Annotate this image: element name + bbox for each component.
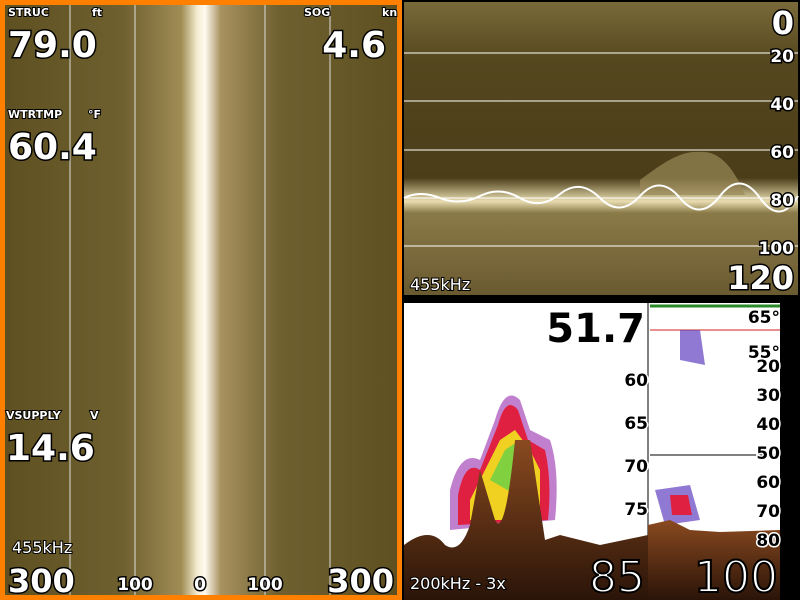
top-depth: 0 bbox=[772, 4, 794, 42]
range-left: 300 bbox=[8, 562, 75, 600]
depth-label: 80 bbox=[770, 191, 794, 211]
depth-bar bbox=[780, 303, 798, 600]
depth-label: 50 bbox=[756, 444, 780, 464]
readout-label: VSUPPLY bbox=[6, 409, 62, 422]
structure-echo bbox=[640, 151, 745, 195]
readout-unit: ft bbox=[92, 6, 102, 19]
depth-readout: 51.7 bbox=[546, 306, 645, 352]
readout-label: WTRTMP bbox=[8, 108, 62, 121]
side-scan-panel: STRUC ft 79.0 WTRTMP °F 60.4 VSUPPLY V 1… bbox=[0, 0, 402, 600]
depth-label: 80 bbox=[756, 531, 780, 551]
sog-value: 4.6 bbox=[322, 25, 386, 66]
sog-label: SOG bbox=[304, 6, 330, 19]
scale-label: 0 bbox=[194, 575, 206, 595]
temperature: 55° bbox=[748, 343, 780, 363]
depth-label: 20 bbox=[756, 357, 780, 377]
readout-value: 60.4 bbox=[8, 127, 97, 168]
depth-label: 40 bbox=[756, 415, 780, 435]
depth-label: 70 bbox=[756, 502, 780, 522]
side-scan-image bbox=[5, 5, 397, 595]
sonar-mode: 200kHz - 3x bbox=[410, 574, 506, 593]
scale-label: 100 bbox=[117, 575, 153, 595]
down-scan-panel: 0 20 40 60 80 100 455kHz 120 bbox=[403, 2, 799, 299]
scale-label: 100 bbox=[247, 575, 283, 595]
frequency: 455kHz bbox=[410, 275, 470, 294]
zoom-label: 70 bbox=[624, 457, 648, 477]
down-scan-image bbox=[404, 2, 798, 295]
range-right: 300 bbox=[327, 562, 394, 600]
readout-value: 14.6 bbox=[6, 428, 95, 469]
frequency: 455kHz bbox=[12, 538, 72, 557]
depth-label: 40 bbox=[770, 95, 794, 115]
range: 100 bbox=[694, 552, 778, 600]
sonar-panel: 51.7 60 65 70 75 65° 55° 20 30 40 50 60 … bbox=[404, 303, 798, 600]
depth-label: 60 bbox=[756, 473, 780, 493]
depth-label: 100 bbox=[759, 239, 795, 259]
bottom bbox=[648, 520, 780, 600]
temperature: 65° bbox=[748, 308, 780, 328]
bottom bbox=[404, 440, 648, 600]
sog-unit: kn bbox=[382, 6, 397, 19]
readout-unit: °F bbox=[88, 108, 101, 121]
zoom-label: 65 bbox=[624, 414, 648, 434]
depth-label: 60 bbox=[770, 143, 794, 163]
zoom-range: 85 bbox=[589, 552, 645, 600]
readout-unit: V bbox=[90, 409, 99, 422]
zoom-label: 60 bbox=[624, 371, 648, 391]
depth-label: 20 bbox=[770, 47, 794, 67]
readout-value: 79.0 bbox=[8, 25, 97, 66]
depth-label: 30 bbox=[756, 386, 780, 406]
readout-label: STRUC bbox=[8, 6, 49, 19]
zoom-label: 75 bbox=[624, 500, 648, 520]
range: 120 bbox=[727, 259, 794, 297]
